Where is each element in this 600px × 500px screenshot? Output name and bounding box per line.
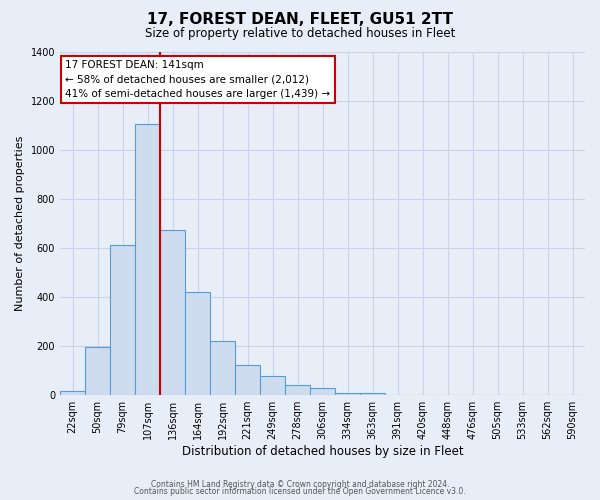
Bar: [60, 391, 85, 394]
Text: Size of property relative to detached houses in Fleet: Size of property relative to detached ho…: [145, 28, 455, 40]
Bar: [260, 376, 285, 394]
Y-axis label: Number of detached properties: Number of detached properties: [15, 136, 25, 311]
Text: 17, FOREST DEAN, FLEET, GU51 2TT: 17, FOREST DEAN, FLEET, GU51 2TT: [147, 12, 453, 28]
Bar: [135, 124, 160, 394]
Text: Contains public sector information licensed under the Open Government Licence v3: Contains public sector information licen…: [134, 488, 466, 496]
Bar: [185, 292, 210, 395]
Text: Contains HM Land Registry data © Crown copyright and database right 2024.: Contains HM Land Registry data © Crown c…: [151, 480, 449, 489]
Bar: [210, 341, 235, 394]
Bar: [285, 385, 310, 394]
Bar: [160, 230, 185, 394]
Text: 17 FOREST DEAN: 141sqm
← 58% of detached houses are smaller (2,012)
41% of semi-: 17 FOREST DEAN: 141sqm ← 58% of detached…: [65, 60, 331, 99]
X-axis label: Distribution of detached houses by size in Fleet: Distribution of detached houses by size …: [182, 444, 463, 458]
Bar: [235, 366, 260, 394]
Bar: [110, 245, 135, 394]
Bar: [85, 347, 110, 395]
Bar: [310, 388, 335, 394]
